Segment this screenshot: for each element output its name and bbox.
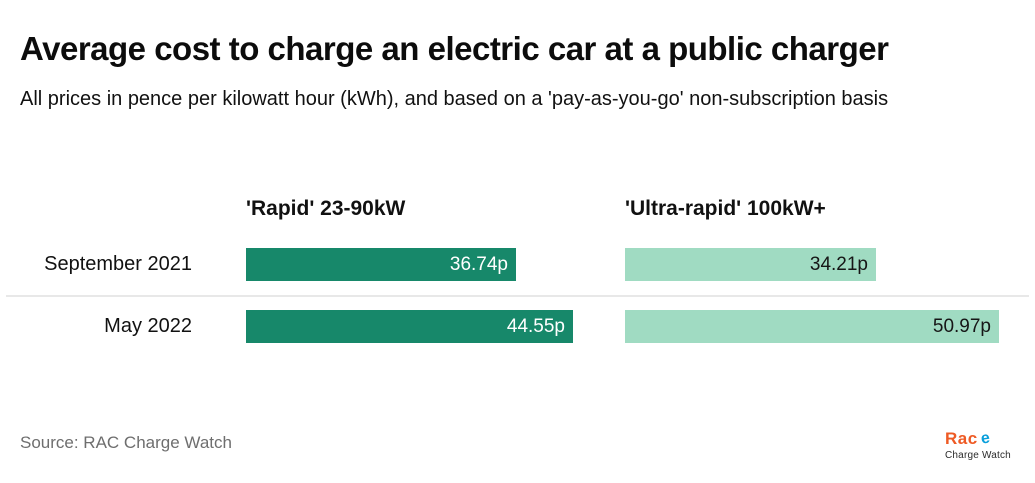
bar-value-label: 50.97p [932,315,991,337]
rac-charge-watch-logo: Rac e Charge Watch [945,428,1011,461]
ev-charge-e-icon: e [979,428,991,448]
chart-title: Average cost to charge an electric car a… [20,30,889,67]
column-header-rapid: 'Rapid' 23-90kW [246,197,406,220]
row-label-may-2022: May 2022 [104,315,192,337]
bar-ultra-rapid-may-2022: 50.97p [625,310,999,343]
row-separator-line [6,295,1029,297]
charge-watch-logo-text: Charge Watch [945,450,1011,461]
bar-value-label: 36.74p [449,253,508,275]
bar-value-label: 44.55p [506,315,565,337]
row-label-september-2021: September 2021 [44,253,192,275]
chart-subtitle: All prices in pence per kilowatt hour (k… [20,88,889,110]
source-credit: Source: RAC Charge Watch [20,433,232,452]
bar-rapid-september-2021: 36.74p [246,248,516,281]
bar-value-label: 34.21p [809,253,868,275]
bar-ultra-rapid-september-2021: 34.21p [625,248,876,281]
column-header-ultra-rapid: 'Ultra-rapid' 100kW+ [625,197,826,220]
bar-rapid-may-2022: 44.55p [246,310,573,343]
rac-logo-row: Rac e [945,428,1011,448]
rac-logo-text: Rac [945,429,978,448]
